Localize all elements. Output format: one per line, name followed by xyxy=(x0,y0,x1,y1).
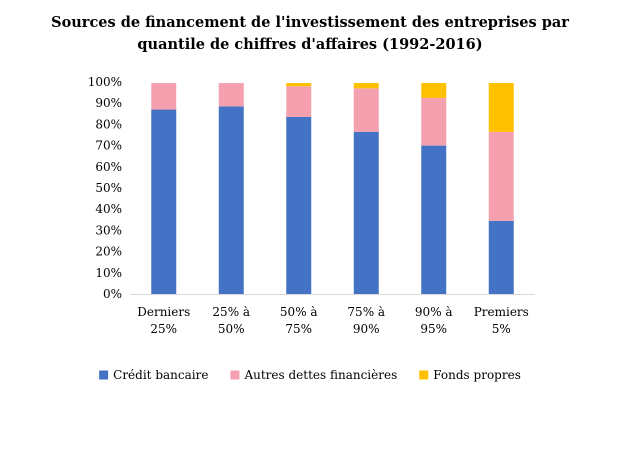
legend-label-0: Crédit bancaire xyxy=(113,368,208,382)
y-tick-label: 90% xyxy=(95,96,122,110)
x-category-label: 75% xyxy=(285,322,312,336)
y-tick-label: 0% xyxy=(103,287,122,301)
legend-item: Autres dettes financières xyxy=(230,368,397,382)
y-tick-label: 100% xyxy=(88,75,122,89)
bar-segment-series-0-category-2 xyxy=(286,116,312,294)
legend-label-2: Fonds propres xyxy=(433,368,521,382)
y-tick-label: 40% xyxy=(95,202,122,216)
bars xyxy=(151,83,514,294)
bar-segment-series-1-category-5 xyxy=(488,131,514,221)
x-category-label: 5% xyxy=(492,322,511,336)
bar-segment-series-2-category-4 xyxy=(421,83,447,98)
y-tick-label: 80% xyxy=(95,117,122,131)
y-tick-label: 10% xyxy=(95,266,122,280)
bar-segment-series-0-category-5 xyxy=(488,220,514,294)
x-category-label: 90% xyxy=(353,322,380,336)
legend-swatch-1 xyxy=(230,370,240,380)
x-category-label: 50% xyxy=(218,322,245,336)
legend-item: Crédit bancaire xyxy=(99,368,208,382)
legend: Crédit bancaire Autres dettes financières… xyxy=(99,368,521,382)
bar-segment-series-0-category-1 xyxy=(218,106,244,294)
legend-label-1: Autres dettes financières xyxy=(243,368,397,382)
legend-swatch-2 xyxy=(419,370,429,380)
chart-title-line-2: quantile de chiffres d'affaires (1992-20… xyxy=(137,36,482,53)
x-category-label: 25% xyxy=(150,322,177,336)
x-category-label: 90% à xyxy=(415,305,453,319)
x-axis: Derniers 25% 25% à 50% 50% à 75% 75% à 90% 90% à… xyxy=(130,294,535,336)
bar-segment-series-1-category-3 xyxy=(353,88,379,132)
chart-title-line-1: Sources de financement de l'investisseme… xyxy=(51,14,569,31)
legend-swatch-0 xyxy=(99,370,109,380)
bar-segment-series-1-category-2 xyxy=(286,86,312,117)
x-category-label: 25% à xyxy=(212,305,250,319)
y-tick-label: 50% xyxy=(95,181,122,195)
bar-segment-series-2-category-3 xyxy=(353,83,379,89)
bar-segment-series-0-category-0 xyxy=(151,109,177,294)
bar-segment-series-1-category-1 xyxy=(218,83,244,107)
bar-segment-series-2-category-2 xyxy=(286,83,312,87)
y-tick-label: 60% xyxy=(95,160,122,174)
bar-segment-series-1-category-0 xyxy=(151,83,177,110)
y-tick-label: 20% xyxy=(95,245,122,259)
bar-segment-series-0-category-3 xyxy=(353,131,379,294)
y-axis: 0% 10% 20% 30% 40% 50% 60% 70% 80% 90% 100% xyxy=(88,75,122,301)
bar-segment-series-0-category-4 xyxy=(421,145,447,294)
bar-segment-series-1-category-4 xyxy=(421,97,447,146)
x-category-label: 50% à xyxy=(280,305,318,319)
x-category-label: 75% à xyxy=(347,305,385,319)
x-category-label: Premiers xyxy=(474,305,529,319)
x-category-label: Derniers xyxy=(137,305,190,319)
bar-segment-series-2-category-5 xyxy=(488,83,514,132)
legend-item: Fonds propres xyxy=(419,368,521,382)
y-tick-label: 30% xyxy=(95,223,122,237)
x-category-label: 95% xyxy=(420,322,447,336)
y-tick-label: 70% xyxy=(95,139,122,153)
